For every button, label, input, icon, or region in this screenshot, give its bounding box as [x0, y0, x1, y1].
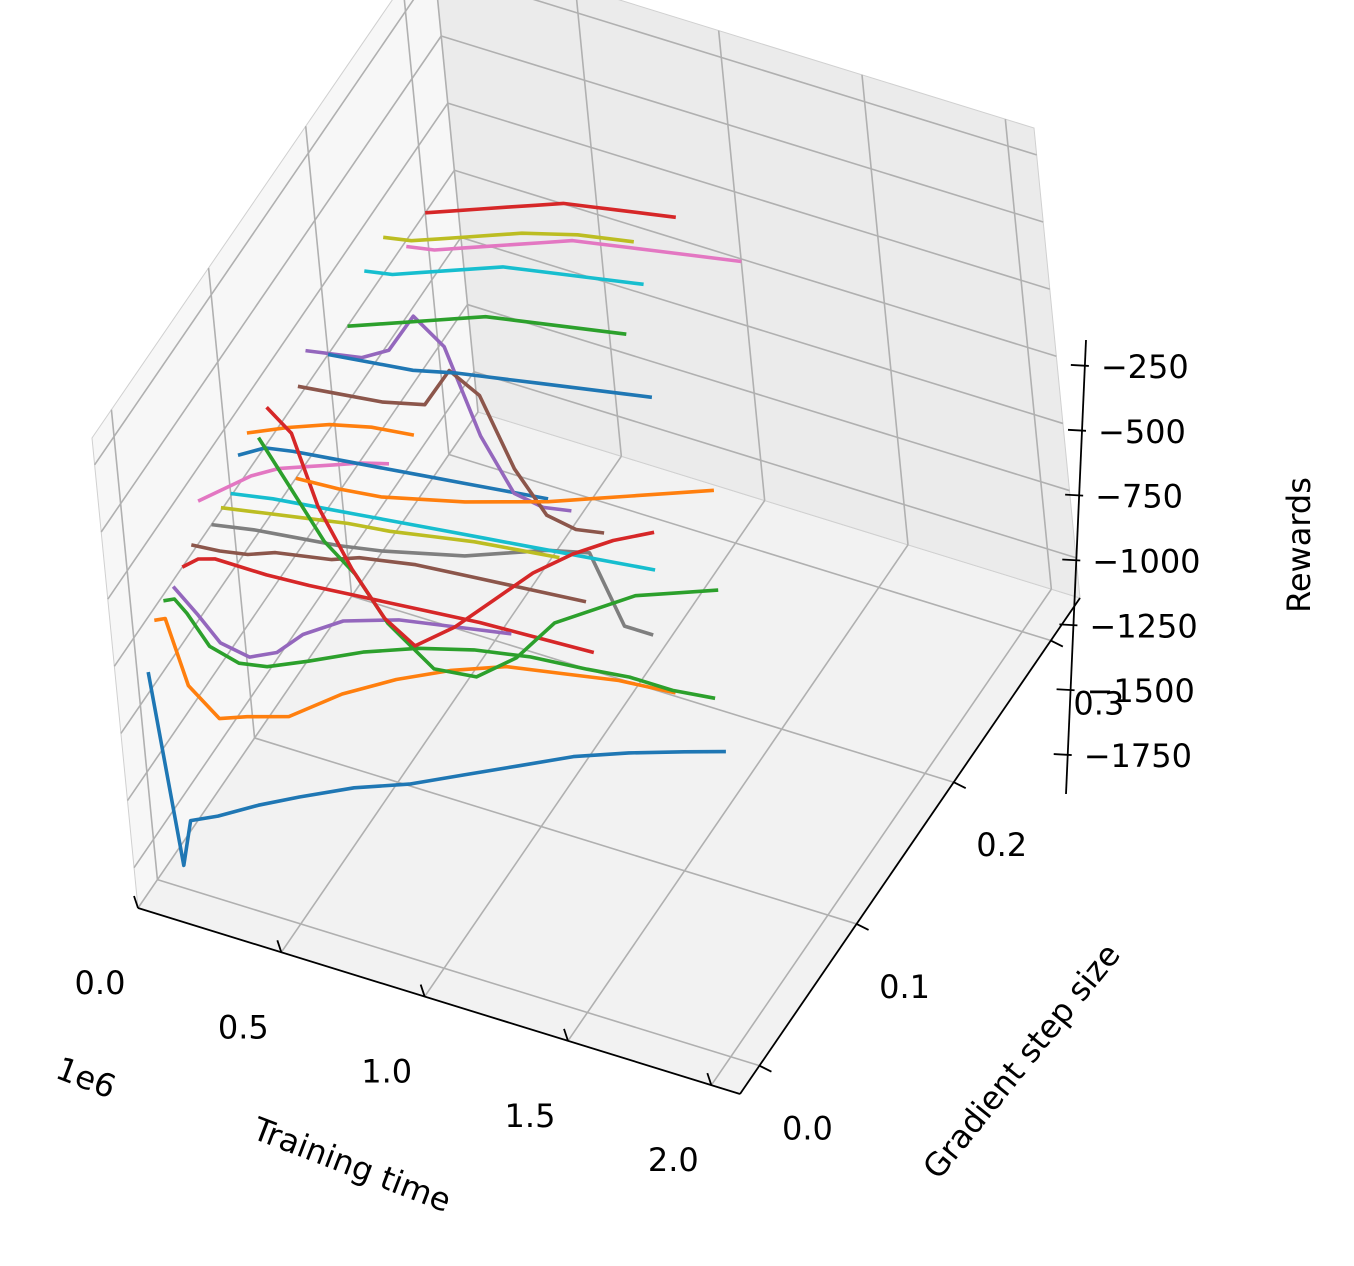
series-line-18	[327, 352, 653, 400]
grid-line-z-left	[133, 371, 475, 869]
y-tick-label: 0.0	[782, 1110, 833, 1148]
x-tick-mark	[419, 984, 426, 997]
series-line-6	[190, 543, 587, 604]
z-tick-mark	[1053, 753, 1072, 756]
y-tick-mark	[953, 781, 967, 790]
y-tick-mark	[759, 1064, 772, 1073]
z-tick-mark	[1065, 493, 1084, 497]
x-tick-mark	[276, 940, 283, 953]
series-line-22	[406, 238, 742, 264]
grid-line-y-floor	[254, 737, 857, 925]
grid-line-x-floor	[567, 544, 909, 1042]
z-tick-mark	[1070, 364, 1089, 367]
z-tick-label: −1250	[1089, 607, 1197, 645]
series-line-2	[154, 616, 676, 721]
y-axis-label: Gradient step size	[915, 936, 1128, 1186]
y-axis-line	[739, 597, 1081, 1095]
grid-line-z-left	[100, 35, 442, 533]
grid-line-x-floor	[710, 588, 1052, 1086]
grid-line-x-back	[1004, 119, 1053, 590]
grid-line-z-back	[447, 102, 1051, 290]
x-offset-text: 1e6	[51, 1049, 121, 1106]
z-tick-label: −250	[1101, 348, 1189, 386]
grid-line-x-back	[717, 30, 766, 501]
tick-labels: 0.0 0.5 1.0 1.5 2.0 0.0 0.1 0.2 0.3 −250 −500 −750 −…	[75, 348, 1201, 1179]
grid-line-z-left	[93, 0, 415, 466]
x-tick-label: 2.0	[648, 1141, 699, 1179]
axis-panes	[91, 0, 1081, 1095]
grid-line-x-back	[575, 0, 623, 457]
grid-line-z-back	[440, 35, 1044, 223]
series-line-23	[425, 201, 677, 220]
series-line-20	[364, 265, 644, 287]
z-tick-mark	[1062, 558, 1081, 562]
grid-line-y-left	[110, 409, 159, 880]
series-line-9	[220, 505, 560, 560]
grid-line-y-left	[304, 126, 353, 597]
grid-line-y-floor	[448, 453, 1052, 642]
grid-line-x-floor	[280, 455, 622, 953]
series-line-12	[246, 422, 415, 437]
grid-line-z-back	[532, 0, 1037, 156]
y-tick-mark	[856, 923, 869, 931]
z-tick-label: −1500	[1087, 672, 1195, 710]
x-tick-label: 0.5	[218, 1008, 269, 1046]
series-line-8	[211, 522, 654, 637]
z-tick-label: −1750	[1084, 737, 1192, 775]
grid-line-z-left	[126, 304, 469, 802]
axes	[133, 339, 1089, 1095]
series-layer	[146, 201, 742, 868]
grid-line-z-back	[467, 303, 1070, 492]
series-line-13	[256, 436, 719, 679]
grid-line-z-back	[460, 236, 1064, 425]
grid-line-z-back	[473, 370, 1077, 559]
series-line-21	[382, 231, 635, 244]
y-tick-label: 0.2	[976, 826, 1027, 864]
series-line-14	[265, 406, 655, 648]
y-tick-mark	[1050, 639, 1064, 648]
series-line-16	[297, 368, 605, 535]
x-tick-label: 0.0	[75, 964, 126, 1002]
series-line-5	[171, 585, 512, 659]
x-tick-label: 1.5	[505, 1097, 556, 1135]
x-axis-line	[137, 907, 741, 1095]
x-tick-mark	[563, 1028, 569, 1042]
x-axis-label: Training time	[247, 1109, 456, 1220]
z-tick-label: −500	[1098, 413, 1186, 451]
y-tick-label: 0.1	[879, 968, 930, 1006]
z-tick-mark	[1059, 623, 1078, 627]
series-line-3	[163, 597, 716, 701]
x-tick-mark	[706, 1072, 713, 1086]
z-axis-label: Rewards	[1280, 477, 1318, 613]
series-line-4	[181, 557, 595, 655]
z-tick-label: −1000	[1092, 543, 1200, 581]
grid-line-z-left	[113, 169, 456, 667]
grid-line-x-back	[861, 74, 909, 545]
grid-line-z-left	[107, 102, 449, 600]
series-line-19	[347, 314, 627, 336]
series-line-1	[146, 671, 726, 868]
grid-line-x-back	[436, 0, 479, 413]
x-tick-mark	[133, 895, 139, 909]
z-axis-line	[1065, 339, 1087, 795]
z-tick-mark	[1067, 428, 1087, 432]
grid-line-y-left	[207, 267, 256, 739]
grid-line-x-floor	[424, 500, 766, 998]
grid-line-z-back	[454, 169, 1057, 358]
series-line-17	[295, 476, 715, 504]
grid-line-y-floor	[157, 878, 760, 1067]
z-tick-label: −750	[1095, 478, 1183, 516]
series-line-11	[237, 446, 549, 501]
grid-line-y-left	[403, 0, 450, 455]
z-tick-mark	[1056, 688, 1075, 692]
x-tick-label: 1.0	[361, 1053, 412, 1091]
y-tick-label: 0.3	[1073, 685, 1124, 723]
